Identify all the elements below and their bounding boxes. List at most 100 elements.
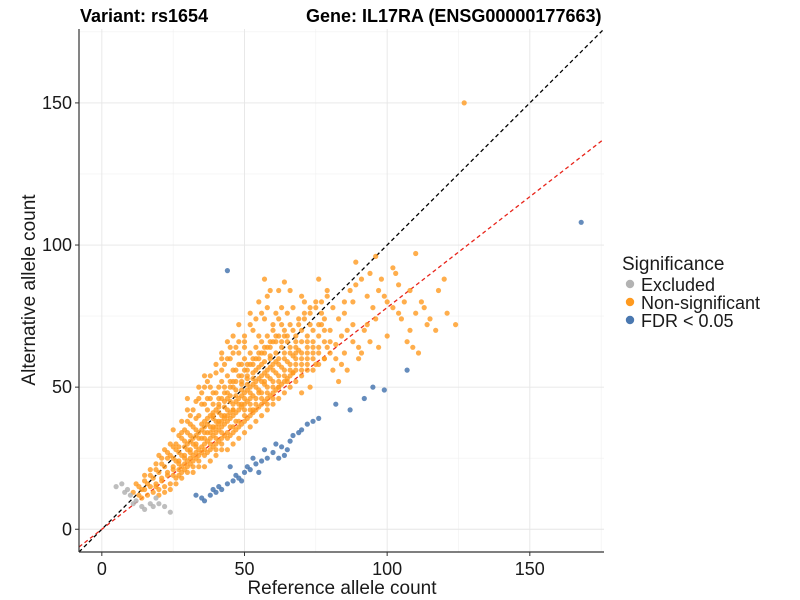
point-non-significant [253, 384, 259, 390]
point-non-significant [253, 418, 259, 424]
point-non-significant [435, 287, 442, 294]
point-non-significant [441, 276, 447, 282]
point-fdr-0-05 [381, 387, 387, 393]
point-non-significant [324, 293, 330, 299]
point-non-significant [210, 390, 216, 396]
point-non-significant [318, 310, 325, 316]
point-non-significant [244, 376, 250, 382]
point-fdr-0-05 [199, 495, 205, 501]
point-non-significant [310, 327, 316, 333]
point-non-significant [190, 452, 196, 458]
point-non-significant [370, 305, 376, 311]
point-non-significant [150, 489, 156, 495]
point-non-significant [376, 344, 382, 350]
point-non-significant [256, 333, 262, 339]
point-non-significant [321, 327, 327, 333]
point-non-significant [162, 464, 168, 470]
point-non-significant [390, 265, 396, 271]
point-non-significant [293, 333, 299, 339]
point-non-significant [244, 361, 250, 367]
point-non-significant [276, 361, 282, 367]
point-excluded [130, 501, 136, 507]
point-non-significant [247, 407, 253, 413]
point-fdr-0-05 [333, 401, 339, 407]
point-non-significant [167, 481, 173, 487]
point-non-significant [384, 299, 390, 305]
point-non-significant [281, 279, 287, 285]
point-non-significant [401, 299, 407, 305]
point-non-significant [281, 356, 287, 362]
point-non-significant [410, 344, 416, 350]
x-tick-label: 0 [97, 559, 107, 579]
point-non-significant [330, 305, 336, 311]
point-non-significant [390, 305, 396, 311]
point-non-significant [201, 373, 208, 379]
point-non-significant [367, 270, 373, 276]
point-fdr-0-05 [287, 438, 293, 444]
point-non-significant [196, 435, 202, 441]
point-non-significant [287, 287, 293, 294]
point-fdr-0-05 [210, 486, 216, 493]
x-tick-label: 150 [515, 559, 545, 579]
point-non-significant [201, 464, 208, 470]
point-excluded [156, 501, 162, 507]
point-non-significant [224, 356, 230, 362]
point-non-significant [264, 384, 270, 390]
point-non-significant [230, 350, 236, 356]
point-non-significant [184, 441, 190, 447]
y-tick-label: 100 [42, 235, 72, 255]
point-non-significant [316, 333, 322, 339]
point-non-significant [270, 378, 276, 385]
point-non-significant [361, 327, 367, 333]
legend-title: Significance [622, 254, 724, 275]
point-non-significant [253, 395, 259, 402]
point-non-significant [241, 333, 248, 339]
point-fdr-0-05 [347, 407, 353, 413]
point-non-significant [187, 421, 193, 427]
point-non-significant [144, 481, 151, 487]
point-non-significant [273, 310, 279, 316]
point-non-significant [321, 356, 327, 362]
point-non-significant [299, 293, 305, 299]
point-non-significant [196, 464, 202, 470]
point-non-significant [256, 299, 262, 305]
point-non-significant [261, 276, 268, 282]
point-non-significant [281, 367, 287, 373]
point-excluded [153, 495, 159, 501]
legend: Significance ExcludedNon-significantFDR … [622, 254, 760, 331]
reference-lines [78, 28, 605, 553]
point-non-significant [396, 310, 402, 316]
point-non-significant [219, 350, 225, 356]
point-non-significant [461, 100, 467, 106]
point-fdr-0-05 [370, 384, 376, 390]
point-non-significant [301, 299, 307, 305]
point-non-significant [353, 259, 359, 265]
point-non-significant [281, 327, 287, 333]
point-non-significant [270, 327, 276, 333]
point-non-significant [276, 395, 282, 402]
point-non-significant [453, 322, 459, 328]
point-non-significant [364, 293, 370, 299]
point-non-significant [356, 356, 362, 362]
point-non-significant [330, 367, 336, 373]
point-non-significant [201, 430, 208, 436]
point-non-significant [281, 373, 287, 379]
point-non-significant [244, 415, 250, 421]
point-non-significant [336, 378, 342, 385]
point-excluded [167, 509, 173, 515]
point-non-significant [273, 350, 279, 356]
point-non-significant [347, 287, 353, 294]
point-non-significant [239, 373, 245, 379]
point-non-significant [156, 469, 162, 475]
point-non-significant [159, 478, 165, 484]
point-excluded [150, 503, 156, 510]
point-non-significant [367, 339, 373, 345]
point-non-significant [164, 449, 171, 456]
point-non-significant [415, 350, 422, 356]
point-non-significant [358, 350, 365, 356]
point-non-significant [221, 390, 228, 396]
point-non-significant [270, 401, 276, 407]
point-non-significant [313, 299, 319, 305]
point-non-significant [287, 361, 293, 367]
point-non-significant [373, 253, 379, 259]
